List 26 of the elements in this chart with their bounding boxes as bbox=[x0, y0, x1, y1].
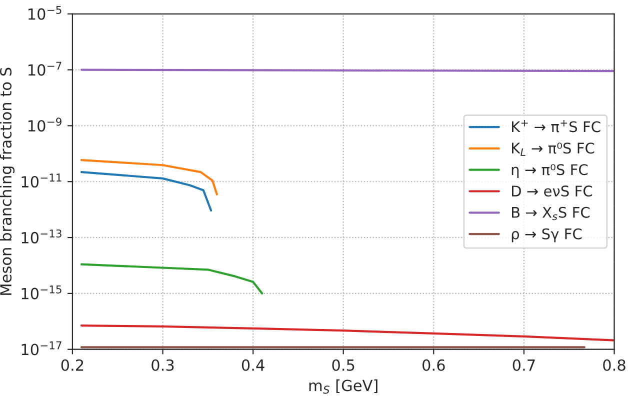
x-tick-label: 0.4 bbox=[242, 359, 264, 371]
line-series bbox=[80, 263, 264, 294]
line-series bbox=[80, 171, 212, 212]
y-tick-label: 10$^{−17}$ bbox=[22, 341, 62, 356]
x-tick-label: 0.8 bbox=[603, 359, 626, 371]
legend-label: ρ → Sγ FC bbox=[512, 228, 582, 242]
x-axis-title: m$_{S}$ [GeV] bbox=[309, 379, 378, 394]
legend-label: K$_{L}$ → π⁰S FC bbox=[512, 142, 594, 156]
legend-label: η → π⁰S FC bbox=[512, 164, 588, 178]
y-tick-label: 10$^{−9}$ bbox=[28, 118, 62, 132]
line-series bbox=[80, 324, 614, 342]
x-tick-label: 0.3 bbox=[152, 359, 174, 371]
x-tick-label: 0.7 bbox=[512, 359, 535, 371]
y-tick-label: 10$^{−15}$ bbox=[22, 286, 62, 300]
x-tick-label: 0.2 bbox=[61, 359, 84, 371]
legend-label: D → eνS FC bbox=[512, 186, 592, 197]
y-tick-label: 10$^{−7}$ bbox=[28, 62, 62, 76]
x-tick-label: 0.6 bbox=[422, 359, 445, 371]
y-tick-label: 10$^{−13}$ bbox=[22, 229, 62, 244]
legend-label: K$^{+}$ → π$^{+}$S FC bbox=[512, 120, 600, 132]
legend-label: B → X$_{s}$S FC bbox=[512, 206, 590, 220]
y-axis-title: Meson branching fraction to S bbox=[0, 68, 15, 295]
y-tick-label: 10$^{−5}$ bbox=[28, 6, 62, 20]
y-tick-label: 10$^{−11}$ bbox=[22, 174, 62, 188]
x-tick-label: 0.5 bbox=[332, 359, 354, 371]
line-series bbox=[80, 159, 218, 196]
